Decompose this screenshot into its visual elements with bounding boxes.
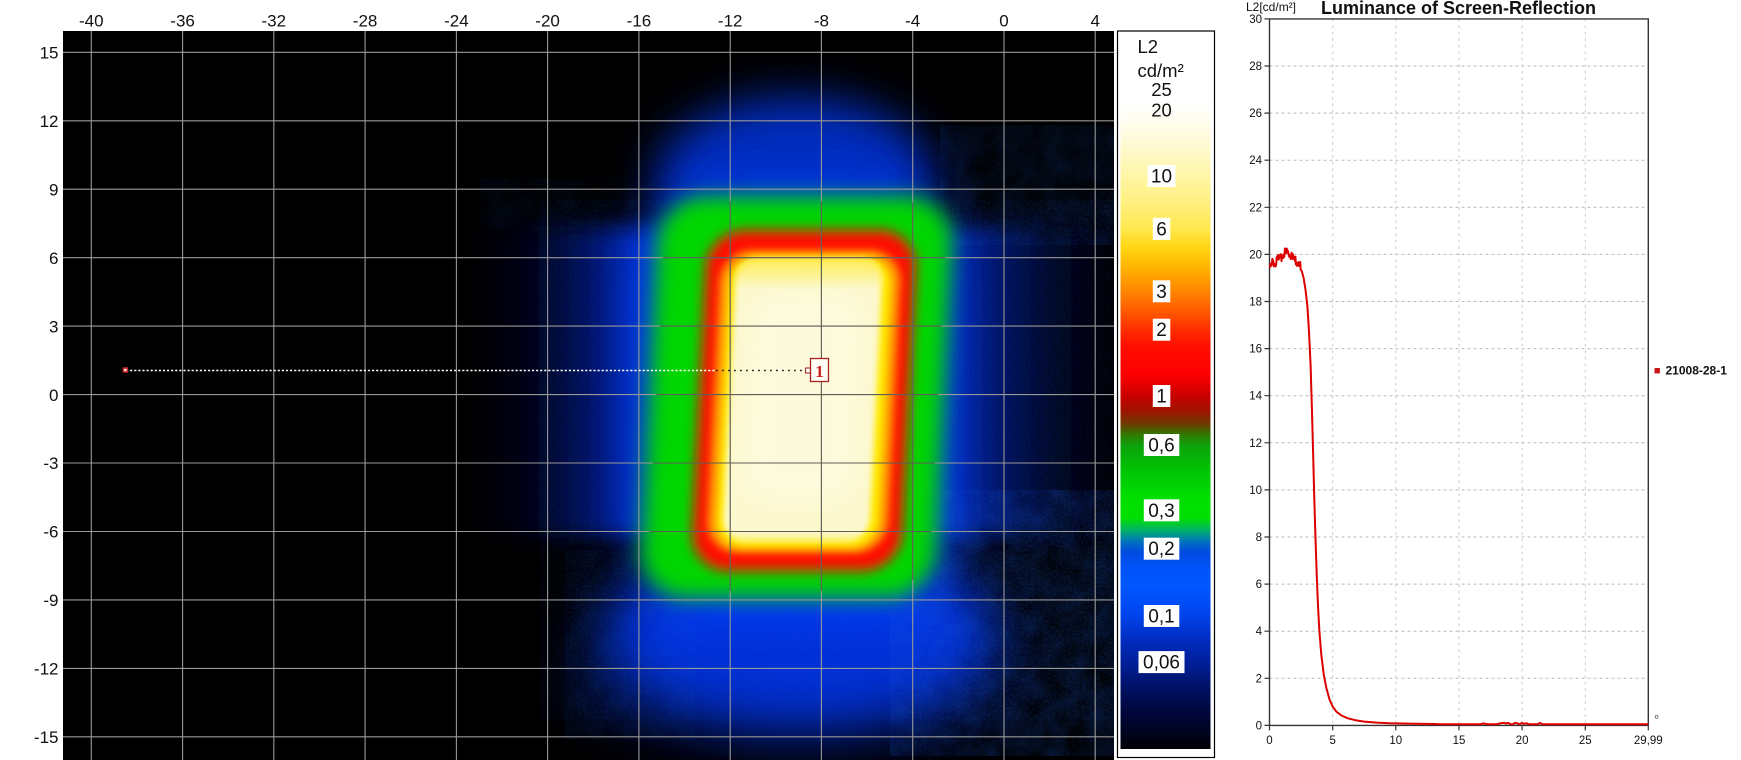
svg-text:12: 12 <box>1249 438 1262 450</box>
svg-text:-40: -40 <box>79 12 104 31</box>
svg-text:-3: -3 <box>43 454 58 473</box>
svg-text:0,06: 0,06 <box>1143 653 1180 674</box>
svg-text:-16: -16 <box>627 12 652 31</box>
svg-text:12: 12 <box>40 112 59 131</box>
svg-text:-12: -12 <box>34 660 59 679</box>
svg-text:-12: -12 <box>718 12 743 31</box>
svg-text:cd/m²: cd/m² <box>1138 60 1184 81</box>
svg-text:L2[cd/m²]: L2[cd/m²] <box>1246 0 1296 14</box>
svg-text:0,1: 0,1 <box>1148 607 1174 628</box>
svg-text:0,2: 0,2 <box>1148 539 1174 560</box>
svg-text:25: 25 <box>1579 735 1592 747</box>
svg-text:15: 15 <box>1453 735 1466 747</box>
svg-text:-8: -8 <box>814 12 829 31</box>
svg-text:3: 3 <box>49 317 58 336</box>
svg-text:14: 14 <box>1249 391 1262 403</box>
svg-text:10: 10 <box>1389 735 1402 747</box>
svg-text:L2: L2 <box>1138 36 1159 57</box>
svg-text:Luminance of Screen-Reflection: Luminance of Screen-Reflection <box>1321 0 1596 18</box>
svg-text:-36: -36 <box>170 12 195 31</box>
svg-text:6: 6 <box>49 249 58 268</box>
svg-text:-32: -32 <box>262 12 287 31</box>
svg-text:2: 2 <box>1256 673 1262 685</box>
svg-text:24: 24 <box>1249 155 1262 167</box>
svg-text:15: 15 <box>40 44 59 63</box>
svg-text:16: 16 <box>1249 344 1262 356</box>
svg-text:-4: -4 <box>905 12 920 31</box>
svg-text:30: 30 <box>1249 14 1262 26</box>
svg-text:20: 20 <box>1151 99 1172 120</box>
svg-text:5: 5 <box>1329 735 1335 747</box>
svg-text:0: 0 <box>1256 720 1262 732</box>
svg-text:20: 20 <box>1249 249 1262 261</box>
svg-text:18: 18 <box>1249 297 1262 309</box>
svg-text:2: 2 <box>1156 320 1167 341</box>
svg-text:3: 3 <box>1156 282 1167 303</box>
svg-text:10: 10 <box>1249 485 1262 497</box>
svg-text:10: 10 <box>1151 167 1172 188</box>
svg-text:°: ° <box>1654 712 1659 727</box>
svg-text:-24: -24 <box>444 12 469 31</box>
svg-text:21008-28-1: 21008-28-1 <box>1666 364 1728 378</box>
svg-text:1: 1 <box>815 362 824 381</box>
svg-text:6: 6 <box>1256 579 1262 591</box>
svg-text:1: 1 <box>1156 387 1167 408</box>
svg-text:-28: -28 <box>353 12 378 31</box>
svg-text:0: 0 <box>49 386 58 405</box>
svg-text:4: 4 <box>1256 626 1263 638</box>
svg-text:25: 25 <box>1151 79 1172 100</box>
svg-text:20: 20 <box>1516 735 1529 747</box>
svg-text:22: 22 <box>1249 202 1262 214</box>
svg-text:0,6: 0,6 <box>1148 436 1174 457</box>
svg-text:-6: -6 <box>43 523 58 542</box>
svg-text:-9: -9 <box>43 591 58 610</box>
svg-text:0: 0 <box>1266 735 1272 747</box>
svg-text:28: 28 <box>1249 61 1262 73</box>
svg-text:0,3: 0,3 <box>1148 501 1174 522</box>
svg-text:26: 26 <box>1249 108 1262 120</box>
svg-text:6: 6 <box>1156 219 1167 240</box>
svg-text:29,99: 29,99 <box>1634 735 1663 747</box>
svg-text:8: 8 <box>1256 532 1262 544</box>
svg-text:4: 4 <box>1090 12 1099 31</box>
svg-text:-20: -20 <box>535 12 560 31</box>
svg-text:-15: -15 <box>34 728 59 747</box>
svg-text:9: 9 <box>49 180 58 199</box>
svg-text:0: 0 <box>999 12 1008 31</box>
